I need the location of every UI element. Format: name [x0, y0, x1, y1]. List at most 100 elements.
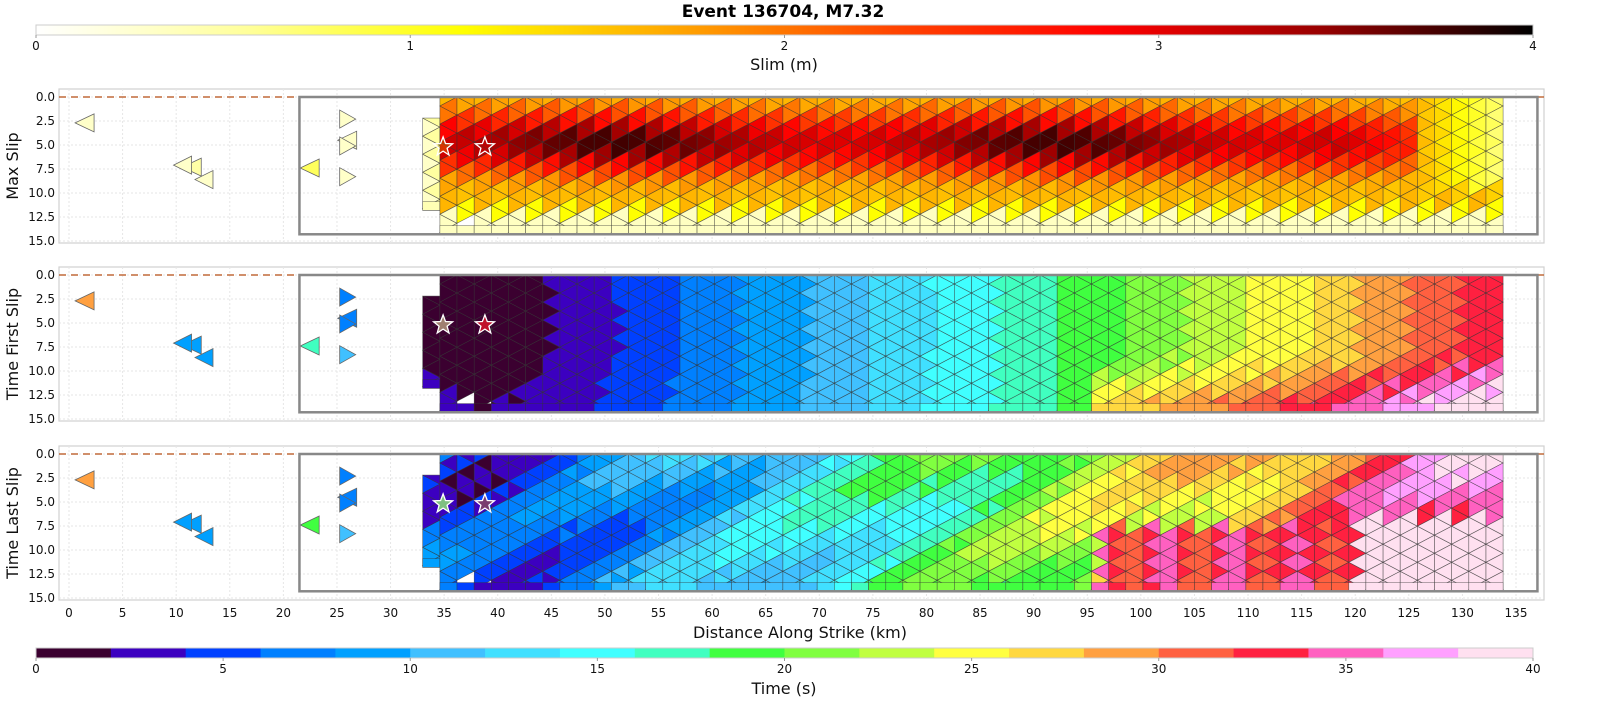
slip-colorbar-tick: 1	[406, 39, 414, 53]
time-colorbar-bin	[260, 648, 336, 658]
hypocenter-star-icon	[473, 135, 497, 157]
time-colorbar-bin	[36, 648, 112, 658]
mesh-triangle	[765, 403, 784, 413]
mesh-triangle	[1159, 225, 1178, 235]
mesh-triangle	[799, 403, 818, 413]
mesh-triangle	[696, 582, 715, 592]
mesh-triangle	[731, 225, 749, 235]
mesh-triangle	[645, 582, 664, 592]
time-colorbar-bin	[1308, 648, 1384, 658]
mesh-triangle	[919, 582, 938, 592]
mesh-triangle	[816, 225, 835, 235]
mesh-triangle	[1177, 225, 1195, 235]
mesh-triangle	[1245, 403, 1264, 413]
isolated-patch	[339, 109, 357, 129]
mesh-triangle	[473, 582, 492, 592]
mesh-triangle	[1365, 403, 1384, 413]
mesh-triangle	[868, 582, 887, 592]
fault-mesh	[421, 96, 1505, 235]
mesh-triangle	[885, 582, 904, 592]
x-tick-label: 20	[276, 606, 291, 620]
y-tick-label: 12.5	[28, 567, 55, 581]
mesh-triangle	[1434, 225, 1452, 235]
mesh-triangle	[1022, 403, 1041, 413]
mesh-triangle	[851, 582, 869, 592]
x-tick-label: 85	[972, 606, 987, 620]
isolated-patch	[194, 347, 214, 368]
time-colorbar-bin	[185, 648, 262, 658]
y-tick-label: 7.5	[36, 519, 55, 533]
mesh-triangle	[748, 403, 767, 413]
mesh-triangle	[1485, 159, 1504, 179]
x-tick-label: 70	[812, 606, 827, 620]
isolated-patch	[339, 344, 357, 365]
mesh-triangle	[679, 582, 698, 592]
mesh-triangle	[1005, 403, 1024, 413]
isolated-patch	[194, 169, 214, 190]
mesh-triangle	[1262, 582, 1281, 592]
y-tick-label: 15.0	[28, 591, 55, 605]
slip-colorbar-tick: 2	[781, 39, 789, 53]
mesh-triangle	[1382, 225, 1401, 235]
mesh-triangle	[490, 582, 509, 592]
mesh-triangle	[593, 582, 612, 592]
mesh-triangle	[1348, 225, 1367, 235]
mesh-triangle	[782, 582, 801, 592]
mesh-triangle	[816, 582, 835, 592]
mesh-triangle	[1125, 403, 1144, 413]
mesh-triangle	[971, 582, 989, 592]
y-axis-label: Time First Slip	[3, 288, 22, 401]
mesh-triangle	[1022, 582, 1041, 592]
y-tick-label: 7.5	[36, 162, 55, 176]
x-tick-label: 45	[544, 606, 559, 620]
time-colorbar-bin	[1009, 648, 1085, 658]
mesh-triangle	[1485, 462, 1504, 482]
isolated-patch	[74, 113, 95, 133]
mesh-triangle	[1331, 403, 1350, 413]
mesh-triangle	[1417, 582, 1435, 592]
time-colorbar-label: Time (s)	[750, 679, 816, 698]
mesh-triangle	[1279, 225, 1298, 235]
mesh-triangle	[1211, 403, 1229, 413]
mesh-triangle	[1485, 301, 1504, 321]
y-tick-label: 12.5	[28, 388, 55, 402]
mesh-triangle	[713, 403, 732, 413]
mesh-triangle	[1485, 582, 1504, 592]
mesh-triangle	[782, 403, 801, 413]
mesh-triangle	[902, 225, 921, 235]
time-colorbar-tick: 0	[32, 662, 40, 676]
mesh-triangle	[1485, 195, 1504, 215]
mesh-triangle	[1485, 552, 1504, 572]
mesh-triangle	[919, 403, 938, 413]
mesh-triangle	[628, 225, 647, 235]
mesh-triangle	[1417, 225, 1435, 235]
x-tick-label: 65	[758, 606, 773, 620]
mesh-triangle	[1091, 403, 1109, 413]
mesh-triangle	[662, 582, 681, 592]
isolated-patch	[172, 512, 192, 532]
y-tick-label: 5.0	[36, 495, 55, 509]
mesh-triangle	[1485, 319, 1504, 339]
mesh-triangle	[1314, 582, 1332, 592]
mesh-triangle	[1485, 516, 1504, 536]
y-tick-label: 5.0	[36, 316, 55, 330]
x-tick-label: 5	[119, 606, 127, 620]
mesh-triangle	[1125, 225, 1144, 235]
y-tick-label: 2.5	[36, 114, 55, 128]
mesh-triangle	[439, 582, 458, 592]
mesh-triangle	[490, 225, 509, 235]
mesh-triangle	[833, 225, 852, 235]
mesh-triangle	[1039, 225, 1058, 235]
mesh-triangle	[593, 403, 612, 413]
mesh-triangle	[456, 225, 475, 235]
mesh-triangle	[1194, 403, 1212, 413]
y-tick-label: 0.0	[36, 447, 55, 461]
mesh-triangle	[1348, 403, 1367, 413]
mesh-triangle	[542, 225, 561, 235]
mesh-triangle	[1314, 403, 1332, 413]
mesh-triangle	[1142, 403, 1161, 413]
x-tick-label: 25	[329, 606, 344, 620]
mesh-triangle	[1297, 225, 1315, 235]
mesh-triangle	[542, 582, 561, 592]
x-tick-label: 55	[651, 606, 666, 620]
